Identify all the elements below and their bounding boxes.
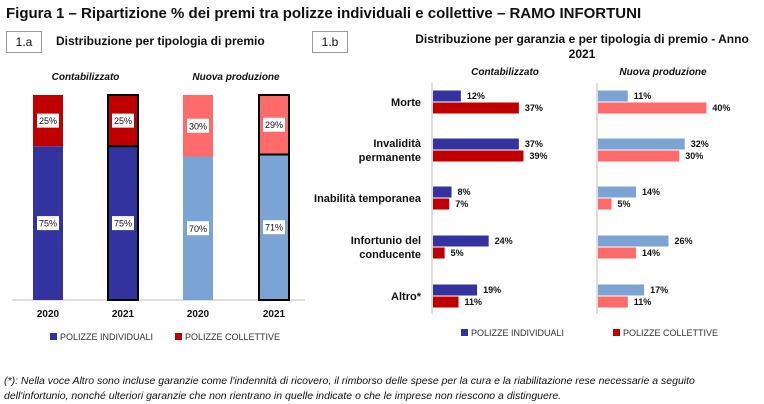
hbar-collettive-1-2: [598, 198, 612, 210]
data-label: 40%: [712, 103, 730, 113]
category-label: Infortunio del: [351, 235, 421, 247]
group-label: Nuova produzione: [192, 72, 280, 83]
hbar-collettive-0-0: [433, 102, 519, 114]
hbar-collettive-0-2: [433, 198, 450, 210]
hbar-collettive-0-1: [433, 150, 524, 162]
data-label: 71%: [265, 223, 283, 233]
data-label: 25%: [39, 116, 57, 126]
hbar-individuali-1-3: [598, 235, 669, 247]
data-label: 37%: [525, 103, 543, 113]
data-label: 24%: [495, 236, 513, 246]
hbar-individuali-0-2: [433, 186, 452, 198]
data-label-box: [263, 117, 285, 132]
hbar-collettive-0-3: [433, 247, 445, 259]
data-label: 14%: [642, 248, 660, 258]
data-label: 32%: [691, 139, 709, 149]
category-label: permanente: [359, 152, 421, 164]
charts-canvas: 75% 25% 2020 75% 25% 2021 70% 30% 2020 71% 29% 2021…: [12, 67, 730, 342]
data-label: 26%: [674, 236, 692, 246]
data-label-box: [37, 216, 59, 231]
data-label: 29%: [265, 120, 283, 130]
hbar-individuali-1-1: [598, 138, 685, 150]
panel-a-id: 1.a: [6, 31, 42, 53]
panel-title: Nuova produzione: [619, 67, 707, 78]
group-label: Contabilizzato: [52, 72, 120, 83]
data-label: 19%: [483, 285, 501, 295]
data-label: 7%: [455, 199, 468, 209]
legend-swatch-individuali: [461, 329, 468, 336]
hbar-individuali-1-4: [598, 284, 645, 296]
x-tick-label: 2020: [187, 309, 210, 320]
data-label: 17%: [650, 285, 668, 295]
data-label-box: [112, 216, 134, 231]
data-label: 11%: [634, 91, 652, 101]
data-label: 25%: [114, 116, 132, 126]
data-label-box: [263, 220, 285, 235]
legend-label-collettive: POLIZZE COLLETTIVE: [623, 328, 718, 338]
panel-title: Contabilizzato: [471, 67, 539, 78]
category-label: conducente: [359, 249, 421, 261]
bar-highlight-outline: [258, 94, 290, 301]
data-label-box: [37, 113, 59, 128]
hbar-individuali-0-4: [433, 284, 478, 296]
category-label: Inabilità temporanea: [314, 193, 422, 205]
data-label: 5%: [618, 199, 631, 209]
data-label: 70%: [189, 224, 207, 234]
panel-b-subtitle-line2: 2021: [568, 47, 596, 61]
data-label: 8%: [458, 187, 471, 197]
category-label: Altro*: [391, 291, 422, 303]
footnote-line2: dell'infortunio, nonché ulteriori garanz…: [4, 390, 562, 402]
legend-label-individuali: POLIZZE INDIVIDUALI: [60, 332, 153, 342]
data-label: 75%: [114, 219, 132, 229]
hbar-collettive-1-0: [598, 102, 707, 114]
bar-highlight-outline: [107, 94, 139, 301]
hbar-individuali-0-0: [433, 90, 461, 102]
panel-b-subtitle: Distribuzione per garanzia e per tipolog…: [392, 32, 764, 62]
category-label: Invalidità: [373, 138, 422, 150]
data-label: 11%: [634, 297, 652, 307]
stacked-bar-chart: 75% 25% 2020 75% 25% 2021 70% 30% 2020 71% 29% 2021…: [12, 72, 305, 320]
legend-label-collettive: POLIZZE COLLETTIVE: [185, 332, 280, 342]
footnote-line1: (*): Nella voce Altro sono incluse garan…: [4, 375, 695, 387]
hbar-individuali-1-2: [598, 186, 636, 198]
category-label: Morte: [391, 97, 421, 109]
legend-swatch-individuali: [50, 333, 57, 340]
hbar-collettive-0-4: [433, 296, 459, 308]
data-label: 75%: [39, 219, 57, 229]
data-label: 30%: [685, 151, 703, 161]
legend-right: POLIZZE INDIVIDUALI POLIZZE COLLETTIVE: [461, 328, 718, 338]
data-label: 14%: [642, 187, 660, 197]
hbar-collettive-1-4: [598, 296, 628, 308]
horizontal-bar-chart: Contabilizzato 12% 37% 8% 24% 19% 37% 39% 7% 5% 11…: [314, 67, 730, 314]
legend-label-individuali: POLIZZE INDIVIDUALI: [471, 328, 564, 338]
data-label: 5%: [451, 248, 464, 258]
data-label-box: [112, 113, 134, 128]
panel-b-id: 1.b: [312, 31, 348, 53]
hbar-individuali-0-3: [433, 235, 489, 247]
data-label: 39%: [529, 151, 547, 161]
legend-swatch-collettive: [613, 329, 620, 336]
legend-left: POLIZZE INDIVIDUALI POLIZZE COLLETTIVE: [50, 332, 280, 342]
data-label: 12%: [467, 91, 485, 101]
panel-b-subtitle-line1: Distribuzione per garanzia e per tipolog…: [415, 32, 749, 46]
x-tick-label: 2020: [37, 309, 60, 320]
hbar-collettive-1-1: [598, 150, 680, 162]
hbar-collettive-1-3: [598, 247, 636, 259]
data-label-box: [187, 118, 209, 133]
x-tick-label: 2021: [112, 309, 135, 320]
figure-title: Figura 1 – Ripartizione % dei premi tra …: [6, 5, 642, 22]
panel-a-subtitle: Distribuzione per tipologia di premio: [56, 34, 265, 48]
hbar-individuali-1-0: [598, 90, 628, 102]
data-label: 30%: [189, 121, 207, 131]
footnote: (*): Nella voce Altro sono incluse garan…: [4, 374, 764, 404]
legend-swatch-collettive: [175, 333, 182, 340]
data-label: 11%: [465, 297, 483, 307]
x-tick-label: 2021: [263, 309, 286, 320]
hbar-individuali-0-1: [433, 138, 519, 150]
data-label-box: [187, 221, 209, 236]
data-label: 37%: [525, 139, 543, 149]
